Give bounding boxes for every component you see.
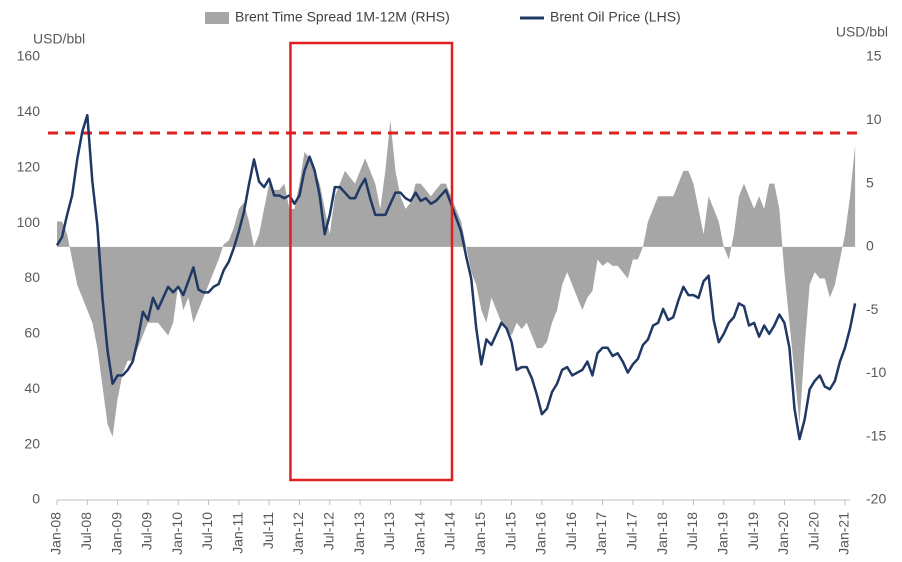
x-tick-label: Jan-18 bbox=[654, 512, 670, 555]
x-tick-label: Jul-12 bbox=[320, 512, 336, 550]
x-tick-label: Jan-19 bbox=[714, 512, 730, 555]
x-tick-label: Jul-09 bbox=[139, 512, 155, 550]
y2-axis-unit: USD/bbl bbox=[836, 24, 888, 40]
legend-swatch bbox=[205, 12, 229, 24]
x-tick-label: Jan-09 bbox=[108, 512, 124, 555]
x-tick-label: Jan-20 bbox=[775, 512, 791, 555]
y-tick-label: 120 bbox=[17, 158, 41, 174]
x-tick-label: Jul-20 bbox=[805, 512, 821, 550]
legend-label: Brent Oil Price (LHS) bbox=[550, 9, 681, 25]
y-tick-label: 80 bbox=[24, 269, 40, 285]
x-tick-label: Jul-15 bbox=[502, 512, 518, 550]
y-tick-label: 20 bbox=[24, 435, 40, 451]
x-tick-label: Jan-15 bbox=[472, 512, 488, 555]
highlight-box bbox=[289, 41, 454, 482]
y-tick-label: 60 bbox=[24, 325, 40, 341]
y-tick-label: 40 bbox=[24, 380, 40, 396]
x-tick-label: Jul-19 bbox=[745, 512, 761, 550]
x-tick-label: Jul-14 bbox=[442, 512, 458, 550]
x-tick-label: Jul-11 bbox=[260, 512, 276, 549]
y-axis-unit: USD/bbl bbox=[33, 31, 85, 47]
legend-label: Brent Time Spread 1M-12M (RHS) bbox=[235, 9, 450, 25]
price-line bbox=[55, 113, 857, 441]
y-tick-label: 100 bbox=[17, 214, 41, 230]
x-tick-label: Jan-17 bbox=[593, 512, 609, 555]
x-tick-label: Jan-14 bbox=[411, 512, 427, 555]
x-tick-label: Jan-16 bbox=[533, 512, 549, 555]
x-tick-label: Jan-08 bbox=[48, 512, 64, 555]
y-tick-label: 140 bbox=[17, 103, 41, 119]
y2-tick-label: 0 bbox=[866, 238, 874, 254]
spread-area bbox=[57, 120, 856, 437]
y2-tick-label: 15 bbox=[866, 48, 882, 64]
x-tick-label: Jul-18 bbox=[684, 512, 700, 550]
x-tick-label: Jan-21 bbox=[836, 512, 852, 555]
x-tick-label: Jul-13 bbox=[381, 512, 397, 550]
x-tick-label: Jan-10 bbox=[169, 512, 185, 555]
y2-tick-label: 5 bbox=[866, 174, 874, 190]
x-tick-label: Jan-13 bbox=[351, 512, 367, 555]
y2-tick-label: -20 bbox=[866, 491, 886, 507]
y2-tick-label: -10 bbox=[866, 364, 886, 380]
x-tick-label: Jul-16 bbox=[563, 512, 579, 550]
x-tick-label: Jan-11 bbox=[230, 512, 246, 554]
y2-tick-label: -5 bbox=[866, 301, 879, 317]
y2-tick-label: 10 bbox=[866, 111, 882, 127]
x-tick-label: Jul-17 bbox=[624, 512, 640, 550]
y-tick-label: 160 bbox=[17, 48, 41, 64]
x-tick-label: Jan-12 bbox=[290, 512, 306, 555]
y2-tick-label: -15 bbox=[866, 427, 886, 443]
x-tick-label: Jul-08 bbox=[78, 512, 94, 550]
y-tick-label: 0 bbox=[32, 491, 40, 507]
x-tick-label: Jul-10 bbox=[199, 512, 215, 550]
